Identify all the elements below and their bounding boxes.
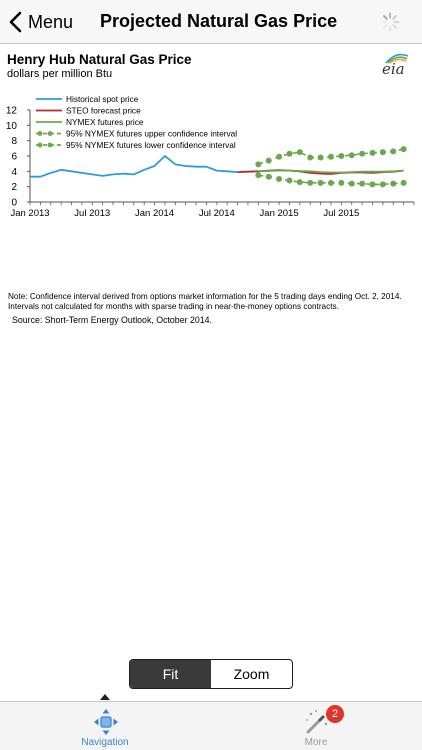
series-point-3: [338, 153, 345, 159]
series-point-4: [307, 179, 314, 186]
legend-label: 95% NYMEX futures upper confidence inter…: [66, 129, 237, 139]
series-point-4: [317, 179, 324, 186]
series-point-3: [400, 146, 407, 153]
tab-bar: Navigation 2 More: [0, 701, 422, 750]
zoom-button[interactable]: Zoom: [233, 666, 270, 682]
tab-more[interactable]: 2 More: [246, 702, 386, 750]
eia-logo-text: eia: [382, 60, 405, 78]
series-point-4: [348, 180, 355, 187]
series-point-4: [379, 181, 386, 188]
series-point-3: [276, 153, 283, 160]
series-line-0: [30, 155, 238, 178]
more-badge: 2: [326, 705, 344, 723]
x-tick-label: Jan 2013: [10, 208, 49, 219]
series-point-4: [338, 179, 345, 186]
legend-label: Historical spot price: [66, 94, 139, 104]
caret-up-icon: [100, 694, 110, 700]
chart-note: Note: Confidence interval derived from o…: [8, 292, 402, 311]
series-point-4: [359, 180, 366, 187]
view-toggle: Fit Zoom: [129, 659, 293, 689]
spinner-icon: [380, 12, 400, 32]
series-point-3: [369, 149, 376, 156]
navigation-bar: Menu Projected Natural Gas Price: [0, 0, 422, 44]
chart-source: Source: Short-Term Energy Outlook, Octob…: [12, 315, 212, 325]
series-point-4: [286, 177, 293, 184]
chart-title: Henry Hub Natural Gas Price: [7, 52, 192, 67]
legend-swatch-dot: [37, 131, 43, 136]
legend-label: 95% NYMEX futures lower confidence inter…: [66, 140, 236, 150]
price-chart: 0 2 4 6 8 10 12 Jan 2013 Jul 2013 Jan 2014 Jul 201…: [6, 94, 415, 219]
legend-swatch-dot: [47, 131, 53, 136]
y-tick-label: 12: [6, 106, 18, 117]
eia-logo: eia: [378, 50, 414, 78]
back-button-label: Menu: [28, 11, 74, 32]
legend-swatch-dot: [47, 142, 53, 148]
x-tick-label: Jul 2014: [199, 208, 235, 219]
series-point-4: [400, 179, 407, 186]
chevron-left-icon: [9, 11, 22, 33]
y-tick-label: 2: [11, 182, 17, 193]
series-point-3: [317, 154, 324, 161]
eia-logo-arcs-icon: [385, 53, 409, 64]
page-title: Projected Natural Gas Price: [100, 11, 338, 31]
x-tick-label: Jan 2015: [260, 208, 299, 219]
series-point-3: [379, 149, 386, 156]
back-button[interactable]: Menu: [8, 8, 73, 36]
series-point-3: [255, 161, 262, 168]
series-point-4: [327, 179, 334, 186]
x-tick-label: Jul 2013: [74, 208, 110, 219]
chart-subtitle: dollars per million Btu: [7, 68, 113, 80]
series-point-3: [296, 149, 303, 156]
series-point-3: [307, 154, 314, 161]
tab-more-label: More: [304, 737, 328, 748]
series-point-3: [359, 150, 366, 157]
series-point-4: [296, 179, 303, 186]
legend-swatch-dot: [37, 142, 43, 148]
series-point-3: [390, 148, 397, 155]
navigation-icon: [94, 709, 118, 735]
legend-label: STEO forecast price: [66, 106, 141, 116]
fit-button[interactable]: Fit: [130, 660, 211, 688]
series-point-4: [265, 173, 272, 180]
series-point-3: [348, 152, 355, 159]
y-tick-label: 6: [11, 152, 17, 163]
series-point-3: [327, 153, 334, 160]
x-tick-label: Jan 2014: [135, 208, 174, 219]
chart-panel: 0 2 4 6 8 10 12 Jan 2013 Jul 2013 Jan 2014 Jul 201…: [0, 44, 422, 325]
y-tick-label: 8: [11, 136, 17, 147]
tab-navigation-label: Navigation: [81, 737, 129, 748]
y-tick-label: 0: [11, 198, 17, 209]
x-tick-label: Jul 2015: [323, 208, 359, 219]
series-point-4: [276, 176, 283, 182]
legend-label: NYMEX futures price: [66, 117, 144, 127]
series-point-4: [369, 181, 376, 188]
y-tick-label: 4: [11, 167, 17, 178]
series-line-2: [258, 169, 404, 174]
series-point-4: [390, 180, 397, 187]
series-point-3: [286, 150, 293, 157]
y-tick-label: 10: [6, 121, 18, 132]
series-point-4: [255, 172, 262, 179]
magic-wand-icon: [306, 710, 328, 734]
tab-navigation[interactable]: Navigation: [35, 702, 175, 750]
series-point-3: [265, 157, 272, 164]
